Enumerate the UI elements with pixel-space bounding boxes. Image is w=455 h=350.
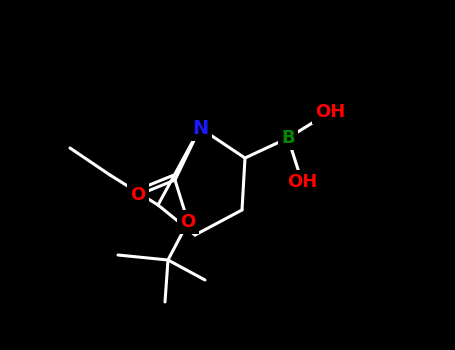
Text: O: O: [180, 213, 196, 231]
Text: OH: OH: [315, 103, 345, 121]
Text: O: O: [131, 186, 146, 204]
Text: OH: OH: [287, 173, 317, 191]
Text: N: N: [192, 119, 208, 138]
Text: B: B: [281, 129, 295, 147]
